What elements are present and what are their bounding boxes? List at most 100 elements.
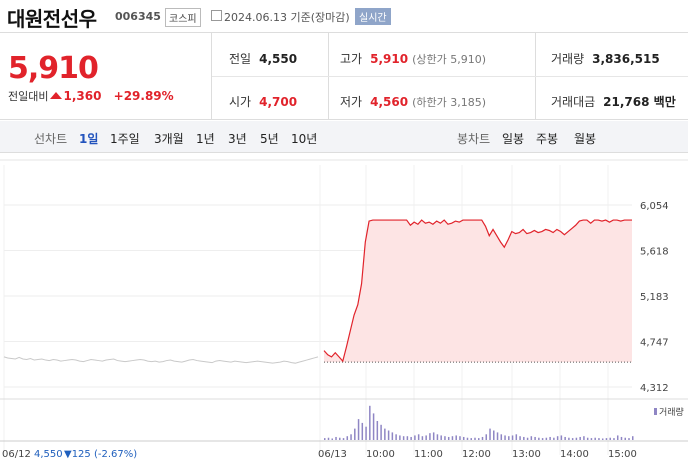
x-tick-label: 13:00 [512,449,541,460]
y-tick-label: 6,054 [640,201,669,212]
low-label: 저가 [340,95,363,109]
volume-bar [508,436,510,440]
volume-bar [568,437,570,440]
upper-limit-arrow-icon [50,92,63,99]
y-tick-label: 4,747 [640,338,669,349]
prev-close-label: 전일 [229,52,252,66]
volume-bar [523,436,525,440]
volume-bar [474,437,476,440]
x-tick-label: 15:00 [608,449,637,460]
volume-bar [402,436,405,440]
trade-amount: 거래대금 21,768 백만 [551,93,676,110]
open-price: 시가 4,700 [229,93,297,110]
tab-5y[interactable]: 5년 [260,132,279,146]
volume: 거래량 3,836,515 [551,50,660,67]
open-label: 시가 [229,95,252,109]
volume-bar [620,436,623,440]
volume-bar [432,432,435,440]
tab-monthly[interactable]: 월봉 [574,132,597,146]
lower-limit: (하한가 3,185) [412,96,486,109]
volume-bar [530,436,533,440]
volume-bar [425,435,427,440]
volume-bar [410,436,412,440]
today-price-series [323,219,632,363]
tab-10y[interactable]: 10년 [291,132,318,146]
volume-bar [590,438,593,440]
volume-bar [553,437,555,440]
price-summary: 5,910 전일대비 1,360 +29.89% 전일 4,550 시가 4,700 … [0,33,688,120]
divider [212,76,688,77]
tab-3y[interactable]: 3년 [228,132,247,146]
stock-code: 006345 [115,10,161,23]
volume-label: 거래량 [551,52,585,66]
volume-bar [466,437,469,440]
x-tick-label: 06/13 [318,449,347,460]
volume-bar [451,436,454,440]
base-date: 2024.06.13 기준(장마감) [224,11,350,24]
tab-1y[interactable]: 1년 [196,132,215,146]
volume-bar [586,437,589,440]
change-amount: 1,360 [63,89,102,103]
volume-bar [455,435,457,440]
amount-value: 21,768 백만 [603,95,676,109]
volume-bar [414,435,416,440]
volume-bar [609,437,611,440]
volume-bar [365,426,367,440]
volume-bar [624,437,626,440]
volume-bar [342,438,345,440]
volume-bar [444,436,446,440]
volume-bar [354,428,356,440]
volume-bar [560,435,563,440]
volume-bar [583,436,585,440]
volume-bar [406,436,409,440]
volume-bar [549,436,551,440]
volume-bar [391,432,394,440]
volume-bar [575,437,578,440]
volume-bar [515,434,518,440]
tab-1d[interactable]: 1일 [79,132,99,146]
prev-day-change-label: ▼125 (-2.67%) [64,449,137,460]
change-percent: +29.89% [113,89,174,103]
volume-bar [387,430,390,440]
volume-bar [556,436,559,440]
volume-bar [459,436,461,440]
stock-header: 대원전선우 006345 코스피 2024.06.13 기준(장마감) 실시간 [0,0,688,33]
volume-bar [632,436,634,440]
volume-bar [429,433,431,440]
volume-legend-label: 거래량 [659,406,684,418]
volume-bar [339,437,341,440]
volume-bar [601,438,604,440]
high-label: 고가 [340,52,363,66]
line-chart-label: 선차트 [34,132,68,146]
volume-bar [350,434,352,440]
volume-bar [504,435,506,440]
volume-bar [372,413,375,440]
x-tick-label: 10:00 [366,449,395,460]
intraday-chart[interactable]: 6,054 5,618 5,183 4,747 4,312 거래량 06/12 06/13 10… [0,153,688,467]
tab-weekly[interactable]: 주봉 [536,132,559,146]
volume-bar [376,421,379,440]
upper-limit: (상한가 5,910) [412,53,486,66]
volume-bar [380,424,382,440]
x-tick-label: 06/12 [2,449,31,460]
tab-3m[interactable]: 3개월 [154,132,184,146]
current-price: 5,910 [8,51,99,86]
volume-bar [598,438,600,440]
volume-bar [331,438,334,440]
realtime-button[interactable]: 실시간 [355,8,391,25]
volume-bar [594,437,596,440]
price-change: 전일대비 1,360 +29.89% [8,88,174,104]
today-area-fill [324,220,632,363]
tab-daily[interactable]: 일봉 [502,132,525,146]
volume-bar [399,435,401,440]
volume-bar [564,436,566,440]
volume-bar [324,438,326,440]
low-price: 저가 4,560 (하한가 3,185) [340,93,486,110]
volume-bar [616,435,619,440]
chart-period-tabs: 선차트 1일 1주일 3개월 1년 3년 5년 10년 봉차트 일봉 주봉 월봉 [0,121,688,153]
tab-1w[interactable]: 1주일 [110,132,140,146]
volume-bar [493,430,495,440]
volume-bar [436,434,439,440]
candle-chart-label: 봉차트 [457,132,491,146]
volume-bar [538,437,540,440]
